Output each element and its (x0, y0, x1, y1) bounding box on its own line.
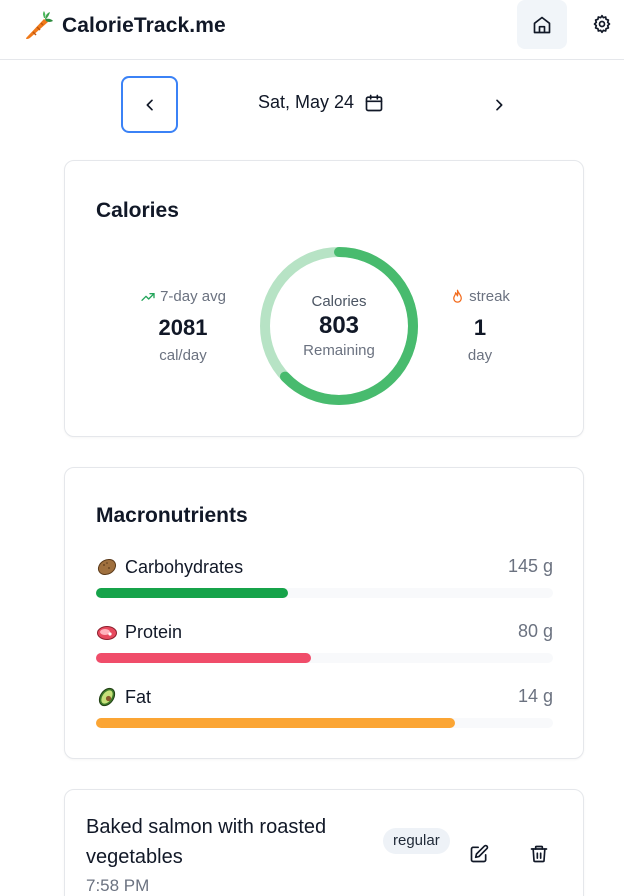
chevron-left-icon (146, 99, 153, 110)
streak: streak 1 day (420, 288, 540, 364)
avg-label: 7-day avg (160, 288, 226, 305)
ring-sublabel: Remaining (303, 342, 375, 359)
ring-progress (260, 247, 418, 405)
chevron-right-icon (496, 99, 503, 111)
settings-button[interactable] (584, 6, 620, 42)
ring-label: Calories (311, 293, 367, 310)
trending-up-icon (141, 292, 155, 301)
macro-amount: 145 g (507, 556, 553, 576)
avg-value: 2081 (158, 315, 208, 340)
calendar-icon (365, 94, 383, 111)
edit-icon (470, 844, 489, 863)
delete-meal-button[interactable] (525, 840, 553, 868)
meat-icon (97, 626, 117, 640)
macro-amount: 80 g (517, 621, 553, 641)
streak-unit: day (467, 347, 493, 364)
brand[interactable]: CalorieTrack.me (22, 10, 226, 42)
date-navigation: Sat, May 24 (0, 76, 624, 134)
trash-icon (530, 845, 548, 863)
streak-label: streak (469, 288, 510, 305)
flame-icon (453, 289, 462, 303)
macronutrients-card: Macronutrients Carbohydrates 145 g Prote… (64, 467, 584, 759)
seven-day-average: 7-day avg 2081 cal/day (123, 288, 243, 364)
calorie-ring (260, 247, 418, 405)
potato-icon (97, 558, 117, 576)
meal-time: 7:58 PM (86, 876, 150, 895)
meal-name: Baked salmon with roasted vegetables (86, 816, 327, 868)
macro-progress-track (96, 588, 553, 598)
calories-card: Calories 7-day avg 2081 cal/day Calories… (64, 160, 584, 437)
calories-title: Calories (96, 199, 179, 222)
macro-progress-track (96, 653, 553, 663)
edit-meal-button[interactable] (465, 840, 493, 868)
streak-value: 1 (473, 315, 487, 340)
macro-name: Carbohydrates (125, 556, 244, 577)
macro-progress-fill (96, 653, 311, 663)
meal-type-badge: regular (383, 828, 450, 854)
macro-amount: 14 g (517, 686, 553, 706)
gear-icon (593, 14, 611, 34)
macro-progress-fill (96, 588, 288, 598)
macro-progress-fill (96, 718, 455, 728)
avg-unit: cal/day (159, 347, 207, 364)
macros-title: Macronutrients (96, 504, 248, 527)
app-header: CalorieTrack.me (0, 0, 624, 60)
macro-progress-track (96, 718, 553, 728)
macro-name: Protein (125, 621, 183, 642)
next-day-button[interactable] (482, 88, 516, 122)
carrot-icon (26, 11, 53, 39)
avocado-icon (98, 687, 116, 707)
previous-day-button[interactable] (121, 76, 178, 133)
calories-remaining-value: 803 (318, 312, 360, 339)
ring-center: Calories 803 Remaining (258, 245, 420, 407)
current-date: Sat, May 24 (258, 92, 355, 112)
app-title: CalorieTrack.me (62, 14, 226, 37)
home-button[interactable] (517, 0, 567, 49)
date-picker[interactable]: Sat, May 24 (258, 92, 384, 113)
macro-name: Fat (125, 686, 152, 707)
home-icon (533, 16, 551, 33)
meal-entry-card[interactable]: Baked salmon with roasted vegetables 7:5… (64, 789, 584, 896)
